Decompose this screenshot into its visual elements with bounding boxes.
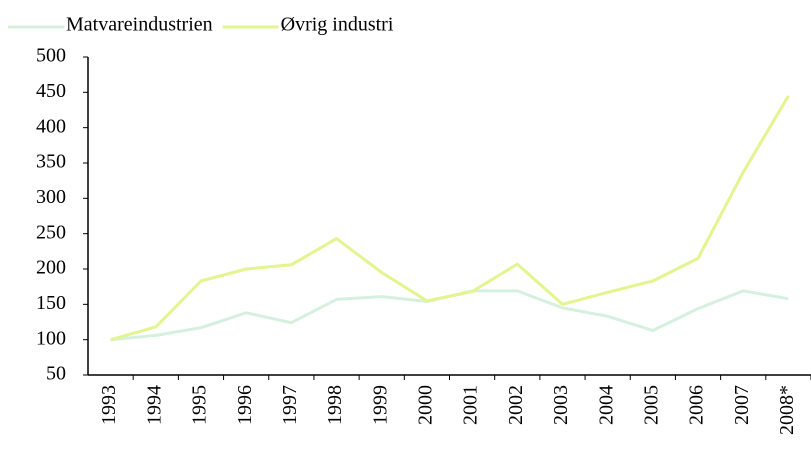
series-line	[110, 289, 789, 342]
y-tick-label: 200	[36, 257, 66, 279]
x-tick-label: 1994	[143, 385, 165, 425]
x-tick-label: 2002	[505, 385, 527, 425]
series-line	[110, 95, 790, 342]
x-tick-label: 1996	[234, 385, 256, 425]
x-tick-label: 2003	[550, 385, 572, 425]
x-tick-label: 2005	[640, 385, 662, 425]
y-tick-label: 50	[46, 363, 66, 385]
x-tick-label: 1999	[369, 385, 391, 425]
legend-label: Matvareindustrien	[66, 14, 213, 36]
legend-label: Øvrig industri	[281, 14, 394, 36]
x-tick-label: 1997	[279, 385, 301, 425]
x-tick-label: 2001	[460, 385, 482, 425]
x-tick-label: 2004	[595, 385, 617, 425]
x-tick-label: 2007	[731, 385, 753, 425]
y-tick-label: 150	[36, 292, 66, 314]
x-tick-label: 2006	[686, 385, 708, 425]
y-tick-label: 300	[36, 186, 66, 208]
x-tick-label: 1993	[98, 385, 120, 425]
x-tick-label: 2000	[415, 385, 437, 425]
x-tick-label: 1995	[189, 385, 211, 425]
y-tick-label: 350	[36, 151, 66, 173]
y-tick-label: 400	[36, 115, 66, 137]
y-tick-label: 450	[36, 80, 66, 102]
y-tick-label: 250	[36, 221, 66, 243]
x-tick-label: 2008*	[776, 385, 798, 435]
y-tick-label: 100	[36, 327, 66, 349]
y-tick-label: 500	[36, 45, 66, 67]
x-tick-label: 1998	[324, 385, 346, 425]
